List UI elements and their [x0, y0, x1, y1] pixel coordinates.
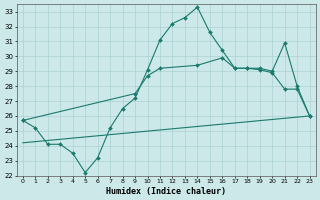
X-axis label: Humidex (Indice chaleur): Humidex (Indice chaleur): [106, 187, 226, 196]
